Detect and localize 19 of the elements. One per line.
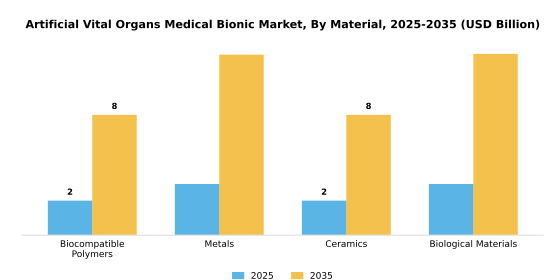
bar — [473, 54, 518, 236]
x-tick-label: Biological Materials — [430, 240, 517, 249]
data-label: 8 — [112, 102, 117, 110]
data-label: 2 — [322, 188, 326, 195]
data-label: 2 — [68, 188, 72, 195]
bar — [92, 114, 137, 236]
bar — [219, 54, 264, 236]
data-label: 8 — [366, 102, 371, 110]
x-tick-label: Metals — [205, 240, 234, 248]
bar — [346, 114, 391, 236]
bar — [48, 200, 92, 236]
legend-label: 2035 — [310, 272, 332, 279]
chart-title: Artificial Vital Organs Medical Bionic Market, By Material, 2025-2035 (USD Billion) — [26, 20, 540, 31]
x-tick-label: Ceramics — [326, 240, 367, 248]
legend-label: 2025 — [251, 272, 273, 279]
x-tick-label: Biocompatible Polymers — [60, 240, 124, 259]
bar — [174, 184, 220, 236]
bar — [302, 200, 346, 236]
bar — [428, 184, 474, 236]
